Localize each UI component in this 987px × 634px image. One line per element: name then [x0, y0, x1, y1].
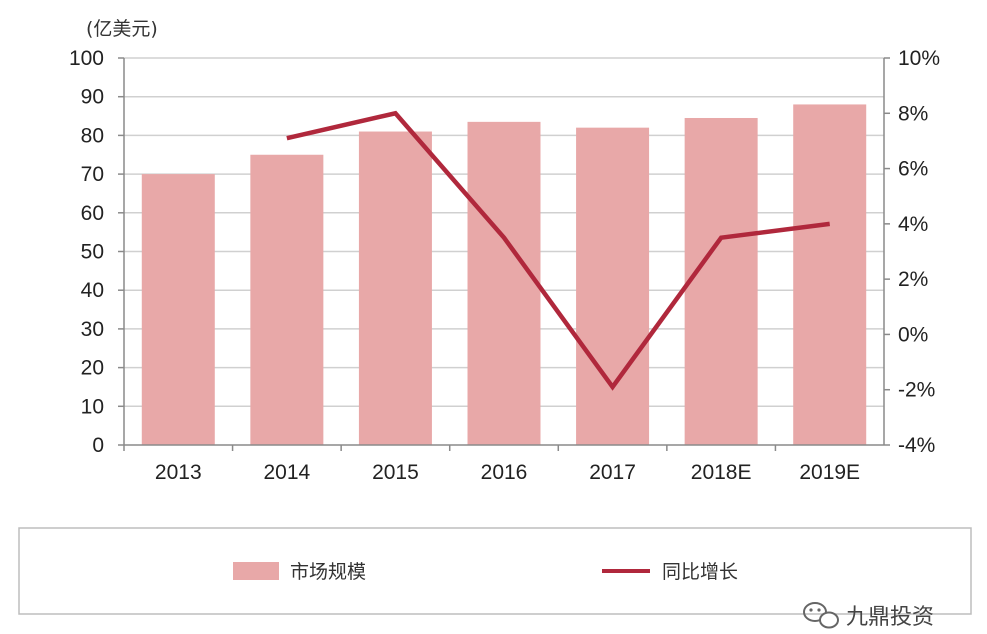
- x-tick-label: 2016: [481, 461, 528, 484]
- y-right-tick-label: 6%: [898, 158, 928, 181]
- legend-label-yoy-growth: 同比增长: [662, 561, 738, 583]
- y-left-tick-label: 70: [81, 163, 104, 186]
- y-left-tick-label: 20: [81, 357, 104, 380]
- bar-2014: [250, 154, 324, 445]
- y-left-tick-label: 100: [69, 47, 104, 70]
- x-tick-label: 2019E: [799, 461, 860, 484]
- y-left-tick-label: 30: [81, 318, 104, 341]
- x-tick-label: 2018E: [691, 461, 752, 484]
- bar-2016: [467, 121, 541, 445]
- y-left-tick-label: 90: [81, 86, 104, 109]
- x-tick-label: 2013: [155, 461, 202, 484]
- legend: 市场规模 同比增长: [18, 527, 972, 615]
- y-left-tick-label: 60: [81, 202, 104, 225]
- legend-label-market-size: 市场规模: [290, 561, 366, 583]
- y-right-tick-label: 4%: [898, 213, 928, 236]
- x-tick-label: 2017: [589, 461, 636, 484]
- legend-swatch-market-size: [233, 562, 279, 580]
- y-right-tick-label: 0%: [898, 323, 928, 346]
- yoy-growth-line: [286, 110, 830, 391]
- watermark: 九鼎投资: [803, 602, 934, 630]
- y-left-tick-label: 80: [81, 124, 104, 147]
- watermark-text: 九鼎投资: [846, 605, 934, 630]
- bar-series: [141, 104, 867, 446]
- bar-2013: [141, 174, 215, 445]
- bar-2018E: [684, 117, 758, 446]
- tick-labels: 0 10 20 30 40 50 60 70 80 90 100 -4% -2% 0% 2% 4% 6% 8% 10…: [69, 47, 940, 484]
- y-right-tick-label: -4%: [898, 434, 935, 457]
- y-right-tick-label: 10%: [898, 47, 940, 70]
- y-right-tick-label: 8%: [898, 102, 928, 125]
- y-left-tick-label: 0: [92, 434, 104, 457]
- x-tick-label: 2014: [263, 461, 310, 484]
- bar-2019E: [793, 104, 867, 445]
- y-right-tick-label: -2%: [898, 379, 935, 402]
- y-axis-unit-label: (亿美元): [86, 18, 158, 40]
- axes: [118, 57, 890, 451]
- legend-box: [18, 527, 972, 615]
- line-series: [286, 110, 830, 391]
- x-tick-label: 2015: [372, 461, 419, 484]
- bar-2017: [576, 127, 650, 445]
- y-left-tick-label: 50: [81, 241, 104, 264]
- bar-2015: [358, 131, 432, 445]
- y-left-tick-label: 40: [81, 279, 104, 302]
- y-right-tick-label: 2%: [898, 268, 928, 291]
- y-left-tick-label: 10: [81, 395, 104, 418]
- wechat-icon: [803, 602, 839, 629]
